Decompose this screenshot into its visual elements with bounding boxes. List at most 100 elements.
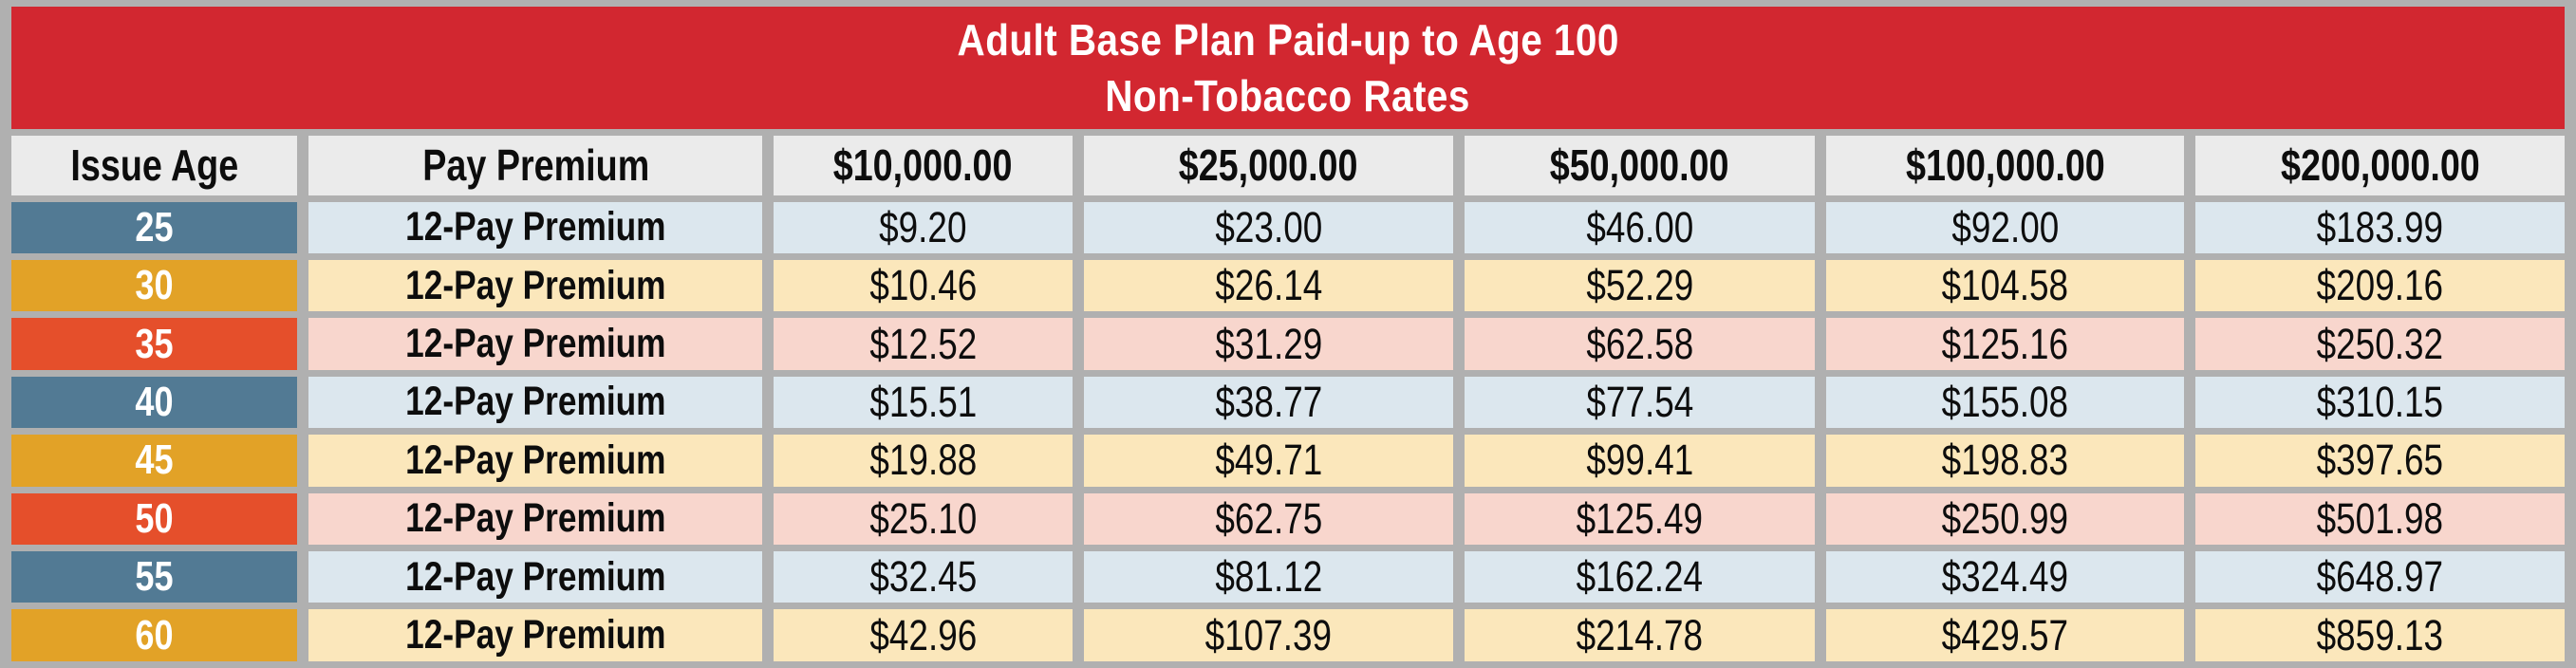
rate-cell-text: $648.97 [2316, 552, 2444, 602]
issue-age-cell-text: 60 [135, 611, 174, 659]
header-pay-premium: Pay Premium [308, 136, 763, 195]
header-face-10000: $10,000.00 [774, 136, 1073, 195]
pay-premium-cell-text: 12-Pay Premium [405, 262, 666, 308]
rate-cell: $23.00 [1083, 201, 1454, 253]
pay-premium-cell: 12-Pay Premium [308, 376, 763, 429]
rate-row: 60 12-Pay Premium $42.96 $107.39 $214.78 $429… [11, 609, 2565, 661]
rate-cell: $209.16 [2195, 259, 2565, 312]
pay-premium-cell: 12-Pay Premium [308, 609, 763, 661]
header-face-25000-text: $25,000.00 [1179, 140, 1358, 191]
rate-row: 55 12-Pay Premium $32.45 $81.12 $162.24 $324.… [11, 551, 2565, 603]
pay-premium-cell-text: 12-Pay Premium [405, 379, 666, 425]
rate-cell: $429.57 [1825, 609, 2185, 661]
rates-body: Adult Base Plan Paid-up to Age 100 Non-T… [11, 7, 2565, 661]
rate-row: 45 12-Pay Premium $19.88 $49.71 $99.41 $198.8… [11, 435, 2565, 487]
title-banner-row: Adult Base Plan Paid-up to Age 100 Non-T… [11, 7, 2565, 130]
rate-cell-text: $250.99 [1941, 493, 2069, 543]
rate-cell: $859.13 [2195, 609, 2565, 661]
issue-age-cell-text: 35 [135, 320, 174, 367]
header-issue-age: Issue Age [11, 136, 298, 195]
rate-cell: $648.97 [2195, 551, 2565, 603]
title-line-1: Adult Base Plan Paid-up to Age 100 [11, 12, 2565, 68]
rate-cell: $310.15 [2195, 376, 2565, 429]
rate-cell-text: $25.10 [868, 493, 977, 543]
rate-row: 50 12-Pay Premium $25.10 $62.75 $125.49 $250.… [11, 492, 2565, 546]
rate-cell: $10.46 [774, 259, 1073, 312]
rate-cell: $162.24 [1465, 551, 1815, 603]
title-line-1-text: Adult Base Plan Paid-up to Age 100 [957, 14, 1619, 65]
issue-age-cell: 35 [11, 318, 298, 370]
rate-cell-text: $52.29 [1586, 261, 1693, 310]
rate-cell-text: $250.32 [2316, 319, 2444, 368]
pay-premium-cell: 12-Pay Premium [308, 551, 763, 603]
rate-cell: $38.77 [1083, 376, 1454, 429]
rate-cell: $198.83 [1825, 435, 2185, 487]
rate-cell-text: $310.15 [2316, 377, 2444, 426]
rate-cell: $31.29 [1083, 318, 1454, 370]
pay-premium-cell-text: 12-Pay Premium [405, 436, 666, 483]
header-face-25000: $25,000.00 [1083, 136, 1454, 195]
rate-cell-text: $77.54 [1586, 377, 1693, 426]
rate-cell-text: $15.51 [868, 377, 977, 426]
pay-premium-cell: 12-Pay Premium [308, 259, 763, 312]
rate-cell-text: $32.45 [868, 552, 977, 602]
rate-cell-text: $183.99 [2316, 202, 2444, 251]
issue-age-cell: 30 [11, 259, 298, 312]
rate-cell-text: $125.49 [1576, 493, 1704, 543]
rate-cell: $49.71 [1083, 435, 1454, 487]
rate-cell-text: $99.41 [1586, 436, 1693, 485]
pay-premium-cell-text: 12-Pay Premium [405, 321, 666, 367]
issue-age-cell-text: 40 [135, 378, 174, 425]
rate-cell-text: $42.96 [868, 610, 977, 659]
issue-age-cell-text: 45 [135, 436, 174, 484]
rate-cell-text: $49.71 [1214, 436, 1322, 485]
title-line-2: Non-Tobacco Rates [11, 68, 2565, 124]
rate-cell: $250.99 [1825, 492, 2185, 546]
rate-cell: $62.75 [1083, 492, 1454, 546]
rate-cell: $397.65 [2195, 435, 2565, 487]
rate-cell-text: $209.16 [2316, 261, 2444, 310]
issue-age-cell: 45 [11, 435, 298, 487]
rate-cell-text: $12.52 [868, 319, 977, 368]
rate-cell-text: $10.46 [868, 261, 977, 310]
header-face-200000: $200,000.00 [2195, 136, 2565, 195]
rate-cell: $62.58 [1465, 318, 1815, 370]
rate-row: 30 12-Pay Premium $10.46 $26.14 $52.29 $104.5… [11, 259, 2565, 312]
rate-cell: $19.88 [774, 435, 1073, 487]
rate-cell-text: $324.49 [1941, 552, 2069, 602]
issue-age-cell-text: 30 [135, 262, 174, 309]
column-header-row: Issue Age Pay Premium $10,000.00 $25,000… [11, 136, 2565, 195]
rate-cell: $324.49 [1825, 551, 2185, 603]
rate-cell: $125.49 [1465, 492, 1815, 546]
rate-row: 25 12-Pay Premium $9.20 $23.00 $46.00 $92.00 $… [11, 201, 2565, 253]
rate-cell-text: $429.57 [1941, 610, 2069, 659]
rate-cell: $52.29 [1465, 259, 1815, 312]
rate-cell: $155.08 [1825, 376, 2185, 429]
header-pay-premium-text: Pay Premium [421, 140, 649, 191]
rate-cell: $15.51 [774, 376, 1073, 429]
rate-cell: $77.54 [1465, 376, 1815, 429]
rate-cell-text: $397.65 [2316, 436, 2444, 485]
pay-premium-cell-text: 12-Pay Premium [405, 204, 666, 250]
rate-cell: $26.14 [1083, 259, 1454, 312]
rate-cell-text: $125.16 [1941, 319, 2069, 368]
rate-cell-text: $81.12 [1214, 552, 1322, 602]
rate-cell: $125.16 [1825, 318, 2185, 370]
rate-cell: $104.58 [1825, 259, 2185, 312]
rate-cell: $214.78 [1465, 609, 1815, 661]
rate-cell: $250.32 [2195, 318, 2565, 370]
issue-age-cell-text: 55 [135, 553, 174, 601]
rate-cell-text: $9.20 [879, 202, 967, 251]
rate-cell-text: $155.08 [1941, 377, 2069, 426]
issue-age-cell: 40 [11, 376, 298, 429]
rate-cell: $183.99 [2195, 201, 2565, 253]
rate-cell: $107.39 [1083, 609, 1454, 661]
rate-cell: $12.52 [774, 318, 1073, 370]
rate-cell-text: $23.00 [1214, 202, 1322, 251]
rate-cell-text: $162.24 [1576, 552, 1704, 602]
rate-cell-text: $62.58 [1586, 319, 1693, 368]
rate-row: 35 12-Pay Premium $12.52 $31.29 $62.58 $125.1… [11, 318, 2565, 370]
rate-cell-text: $107.39 [1204, 610, 1333, 659]
rate-cell-text: $46.00 [1586, 202, 1693, 251]
